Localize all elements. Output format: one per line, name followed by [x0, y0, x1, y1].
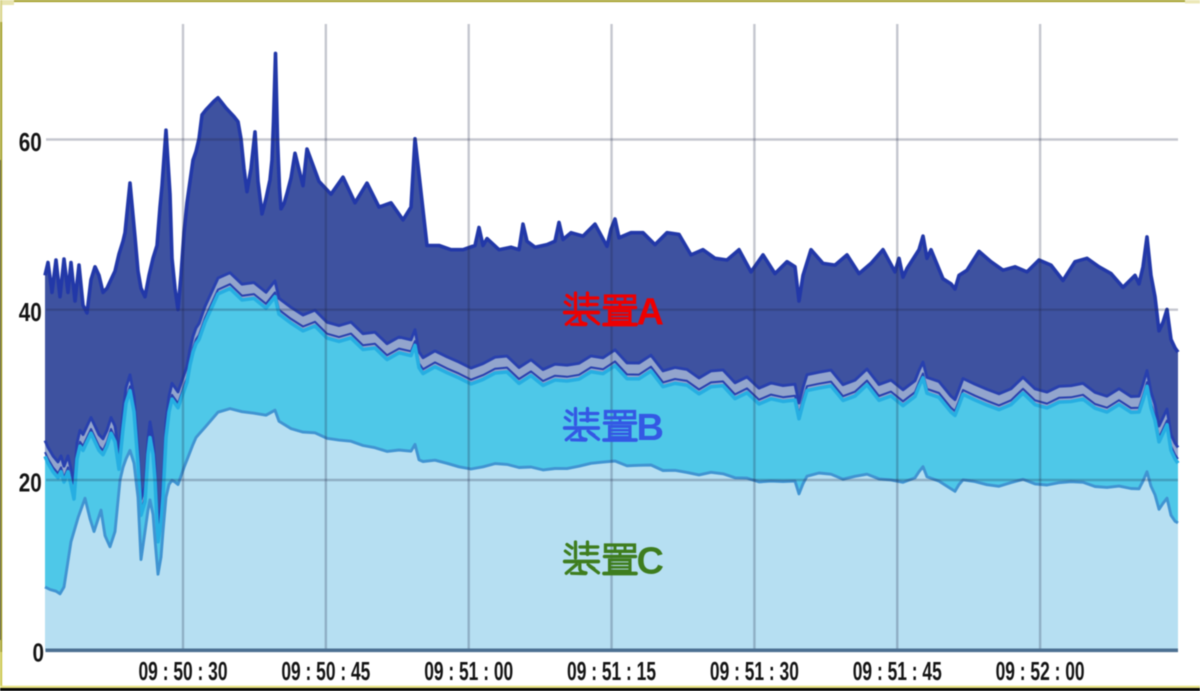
- svg-text:09 : 51 : 00: 09 : 51 : 00: [424, 656, 513, 686]
- svg-text:09 : 51 : 45: 09 : 51 : 45: [853, 656, 942, 686]
- svg-text:20: 20: [19, 470, 42, 498]
- svg-text:B: B: [637, 407, 664, 449]
- svg-text:09 : 51 : 15: 09 : 51 : 15: [567, 656, 656, 686]
- svg-text:09 : 50 : 30: 09 : 50 : 30: [139, 656, 228, 686]
- svg-text:09 : 51 : 30: 09 : 51 : 30: [710, 656, 799, 686]
- svg-text:40: 40: [19, 299, 42, 327]
- svg-text:60: 60: [19, 129, 42, 157]
- svg-text:09 : 50 : 45: 09 : 50 : 45: [281, 656, 370, 686]
- svg-text:0: 0: [33, 640, 45, 668]
- svg-text:09 : 52 : 00: 09 : 52 : 00: [996, 656, 1085, 686]
- svg-text:A: A: [637, 292, 664, 334]
- svg-text:C: C: [637, 541, 664, 583]
